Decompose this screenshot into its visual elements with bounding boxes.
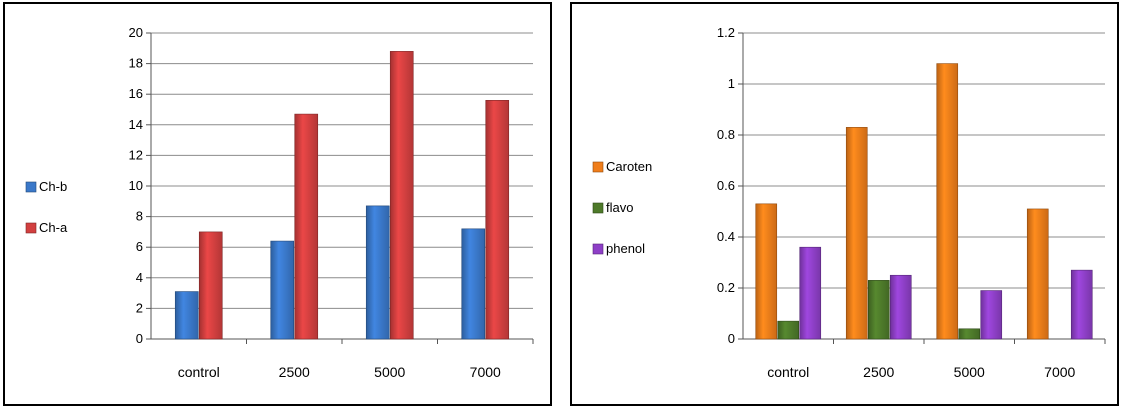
legend-swatch-flavo [592,202,604,214]
y-tick-label: 6 [136,239,143,254]
legend-label-ch-b: Ch-b [39,179,67,194]
y-tick-label: 1 [728,76,735,91]
bar-ch-a-2500 [294,113,319,340]
bar-ch-b-7000 [461,228,486,340]
bar-flavo-control [777,320,800,340]
y-tick-label: 0.4 [717,229,735,244]
legend-label-caroten: Caroten [606,159,652,174]
bar-caroten-2500 [845,127,868,340]
y-tick-label: 0.2 [717,280,735,295]
legend-label-ch-a: Ch-a [39,220,68,235]
bar-caroten-7000 [1026,208,1049,340]
bar-ch-a-5000 [389,51,414,340]
y-tick-label: 14 [129,117,143,132]
x-tick-label: 7000 [470,364,501,380]
y-tick-label: 0 [728,331,735,346]
chart-panel-chlorophyll: 0 2 4 6 8 10 12 14 16 18 20 control 2500 5000 7000 Ch-b… [3,2,552,406]
legend-swatch-phenol [592,243,604,255]
y-tick-label: 16 [129,86,143,101]
bar-ch-a-7000 [485,100,510,340]
y-tick-label: 12 [129,147,143,162]
x-tick-label: 5000 [954,364,985,380]
bar-ch-b-control [174,291,199,340]
chart-panel-pigments: 0 0.2 0.4 0.6 0.8 1 1.2 control 2500 5000 7000 Caro… [570,2,1119,406]
y-tick-label: 2 [136,300,143,315]
x-tick-label: 2500 [863,364,894,380]
y-tick-label: 10 [129,178,143,193]
bar-ch-b-5000 [365,205,390,340]
bar-flavo-2500 [867,280,890,340]
chart-chlorophyll: 0 2 4 6 8 10 12 14 16 18 20 control 2500 5000 7000 Ch-b… [25,25,534,380]
legend-label-phenol: phenol [606,241,645,256]
bar-phenol-5000 [980,290,1003,340]
y-tick-label: 18 [129,56,143,71]
y-tick-label: 0.6 [717,178,735,193]
x-tick-label: control [178,364,220,380]
legend-label-flavo: flavo [606,200,633,215]
chart-pigments: 0 0.2 0.4 0.6 0.8 1 1.2 control 2500 5000 7000 Caro… [592,25,1106,380]
bar-ch-b-2500 [270,240,295,340]
x-tick-label: 7000 [1044,364,1075,380]
x-tick-label: 5000 [374,364,405,380]
bar-phenol-7000 [1070,269,1093,340]
bar-caroten-5000 [936,63,959,340]
x-tick-label: control [767,364,809,380]
y-tick-label: 1.2 [717,25,735,40]
x-tick-label: 2500 [279,364,310,380]
bar-caroten-control [755,203,778,340]
y-tick-label: 4 [136,270,143,285]
legend-swatch-ch-a [25,222,37,234]
y-tick-label: 20 [129,25,143,40]
bar-phenol-control [799,246,822,340]
y-tick-label: 8 [136,209,143,224]
y-tick-label: 0.8 [717,127,735,142]
bar-ch-a-control [198,231,223,340]
bar-flavo-5000 [958,328,981,340]
legend-swatch-ch-b [25,181,37,193]
bar-phenol-2500 [889,274,912,340]
legend-swatch-caroten [592,161,604,173]
y-tick-label: 0 [136,331,143,346]
